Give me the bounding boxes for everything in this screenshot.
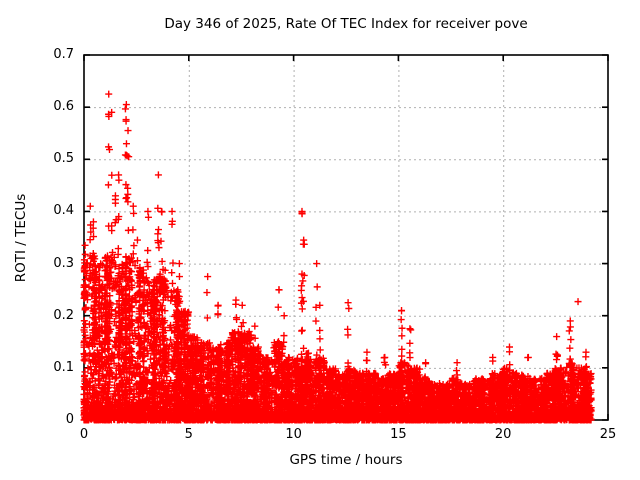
y-tick-label: 0.7	[53, 47, 74, 62]
y-tick-label: 0.1	[53, 359, 74, 375]
x-tick-label: 15	[390, 427, 407, 442]
y-tick-label: 0	[65, 412, 74, 427]
x-tick-label: 5	[184, 427, 193, 442]
y-tick-label: 0.4	[53, 203, 74, 219]
y-tick-label: 0.6	[53, 99, 74, 115]
x-tick-label: 0	[79, 427, 89, 442]
y-tick-label: 0.5	[53, 151, 74, 167]
y-tick-label: 0.2	[53, 307, 74, 323]
y-tick-label: 0.3	[53, 255, 74, 271]
x-tick-label: 20	[494, 427, 512, 442]
x-tick-label: 10	[285, 427, 302, 442]
x-axis-label: GPS time / hours	[289, 452, 403, 468]
chart-title: Day 346 of 2025, Rate Of TEC Index for r…	[164, 16, 528, 32]
x-tick-label: 25	[599, 427, 617, 442]
